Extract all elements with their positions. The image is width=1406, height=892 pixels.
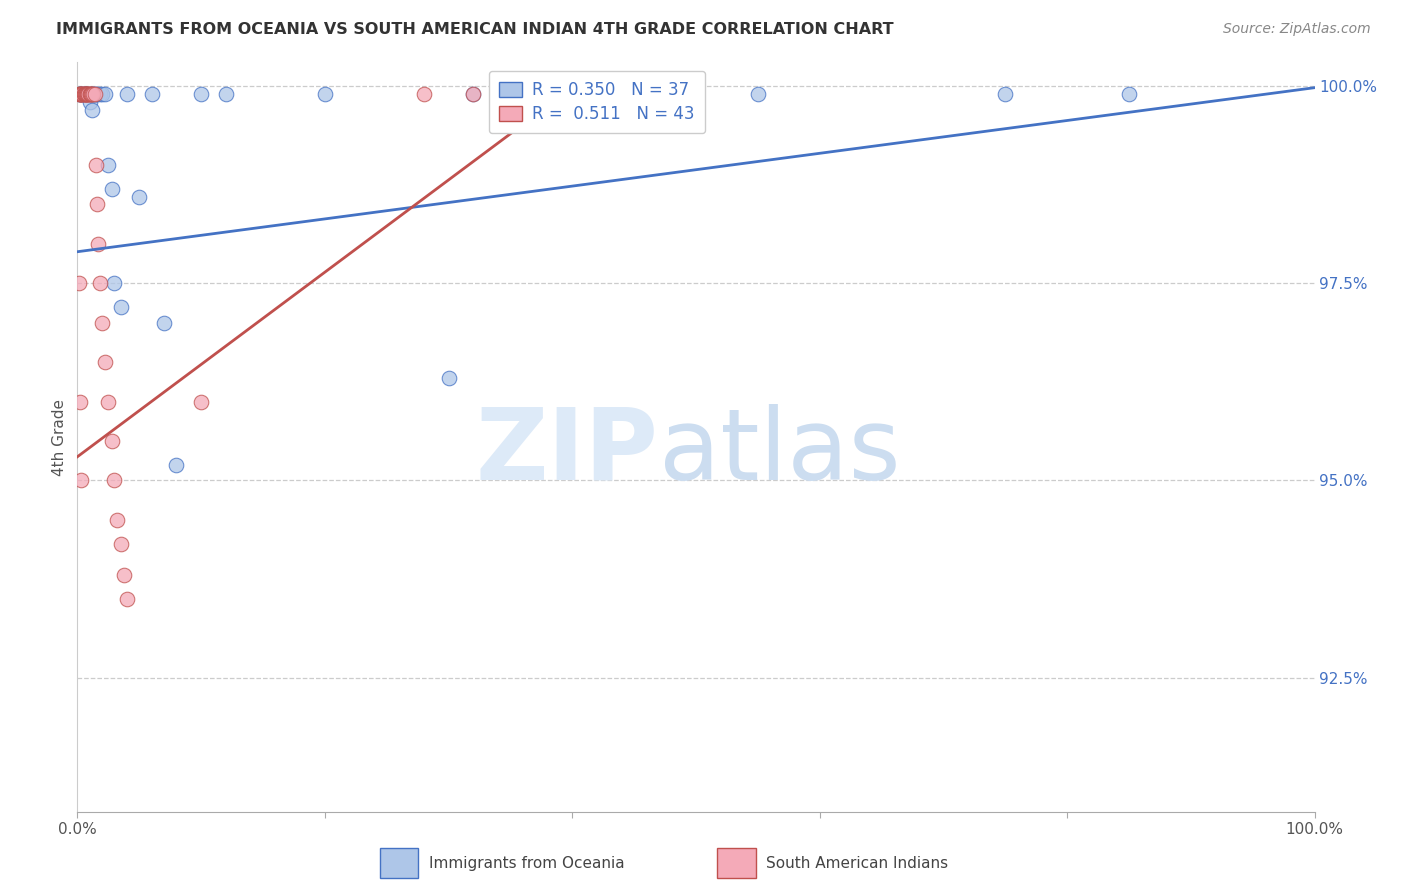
- Point: [314, 87, 336, 101]
- Point: [82, 87, 104, 101]
- Point: [97, 158, 120, 172]
- Point: [190, 394, 212, 409]
- Point: [82, 87, 104, 101]
- Text: IMMIGRANTS FROM OCEANIA VS SOUTH AMERICAN INDIAN 4TH GRADE CORRELATION CHART: IMMIGRANTS FROM OCEANIA VS SOUTH AMERICA…: [56, 22, 894, 37]
- Point: [79, 87, 101, 101]
- FancyBboxPatch shape: [380, 848, 419, 878]
- Point: [67, 277, 90, 291]
- Point: [747, 87, 769, 101]
- Point: [165, 458, 187, 472]
- Point: [77, 87, 100, 101]
- Point: [82, 103, 104, 117]
- Point: [67, 87, 90, 101]
- Point: [72, 87, 94, 101]
- Point: [89, 277, 111, 291]
- Point: [101, 434, 124, 448]
- Point: [73, 87, 96, 101]
- Point: [437, 371, 460, 385]
- Point: [75, 87, 97, 101]
- Point: [72, 87, 94, 101]
- Point: [101, 181, 124, 195]
- Point: [153, 316, 176, 330]
- Point: [76, 87, 98, 101]
- Y-axis label: 4th Grade: 4th Grade: [52, 399, 67, 475]
- Point: [115, 591, 138, 606]
- Point: [87, 236, 110, 251]
- Point: [69, 394, 91, 409]
- Point: [89, 87, 111, 101]
- Text: South American Indians: South American Indians: [766, 855, 949, 871]
- Point: [97, 394, 120, 409]
- Point: [82, 87, 104, 101]
- Point: [77, 87, 100, 101]
- Point: [76, 87, 98, 101]
- Point: [215, 87, 238, 101]
- Point: [80, 87, 103, 101]
- Point: [69, 87, 91, 101]
- Point: [93, 355, 115, 369]
- Point: [128, 189, 150, 203]
- Point: [994, 87, 1017, 101]
- Point: [75, 87, 97, 101]
- Point: [67, 87, 90, 101]
- Point: [86, 197, 108, 211]
- Point: [70, 87, 93, 101]
- Point: [112, 568, 135, 582]
- Point: [75, 87, 97, 101]
- Point: [93, 87, 115, 101]
- Point: [463, 87, 485, 101]
- Point: [103, 277, 125, 291]
- Point: [79, 87, 101, 101]
- Point: [79, 87, 101, 101]
- Point: [72, 87, 94, 101]
- Point: [72, 87, 94, 101]
- Point: [110, 300, 132, 314]
- Point: [70, 87, 93, 101]
- Point: [91, 87, 114, 101]
- Text: atlas: atlas: [659, 403, 900, 500]
- Point: [190, 87, 212, 101]
- Point: [70, 87, 93, 101]
- Point: [86, 87, 108, 101]
- Point: [83, 87, 105, 101]
- Point: [80, 87, 103, 101]
- Point: [69, 87, 91, 101]
- Point: [141, 87, 163, 101]
- Point: [79, 95, 101, 109]
- Point: [82, 87, 104, 101]
- Point: [463, 87, 485, 101]
- Point: [623, 87, 645, 101]
- Point: [72, 87, 94, 101]
- Point: [412, 87, 434, 101]
- Text: Source: ZipAtlas.com: Source: ZipAtlas.com: [1223, 22, 1371, 37]
- Point: [70, 474, 93, 488]
- Point: [103, 474, 125, 488]
- Point: [76, 87, 98, 101]
- Point: [73, 87, 96, 101]
- Point: [72, 87, 94, 101]
- Point: [91, 316, 114, 330]
- Point: [1118, 87, 1140, 101]
- Point: [83, 87, 105, 101]
- Legend: R = 0.350   N = 37, R =  0.511   N = 43: R = 0.350 N = 37, R = 0.511 N = 43: [489, 70, 704, 134]
- Point: [73, 87, 96, 101]
- Text: ZIP: ZIP: [477, 403, 659, 500]
- Point: [105, 513, 128, 527]
- Point: [115, 87, 138, 101]
- Point: [84, 158, 107, 172]
- Point: [110, 536, 132, 550]
- Text: Immigrants from Oceania: Immigrants from Oceania: [429, 855, 624, 871]
- Point: [69, 87, 91, 101]
- Point: [84, 87, 107, 101]
- FancyBboxPatch shape: [717, 848, 756, 878]
